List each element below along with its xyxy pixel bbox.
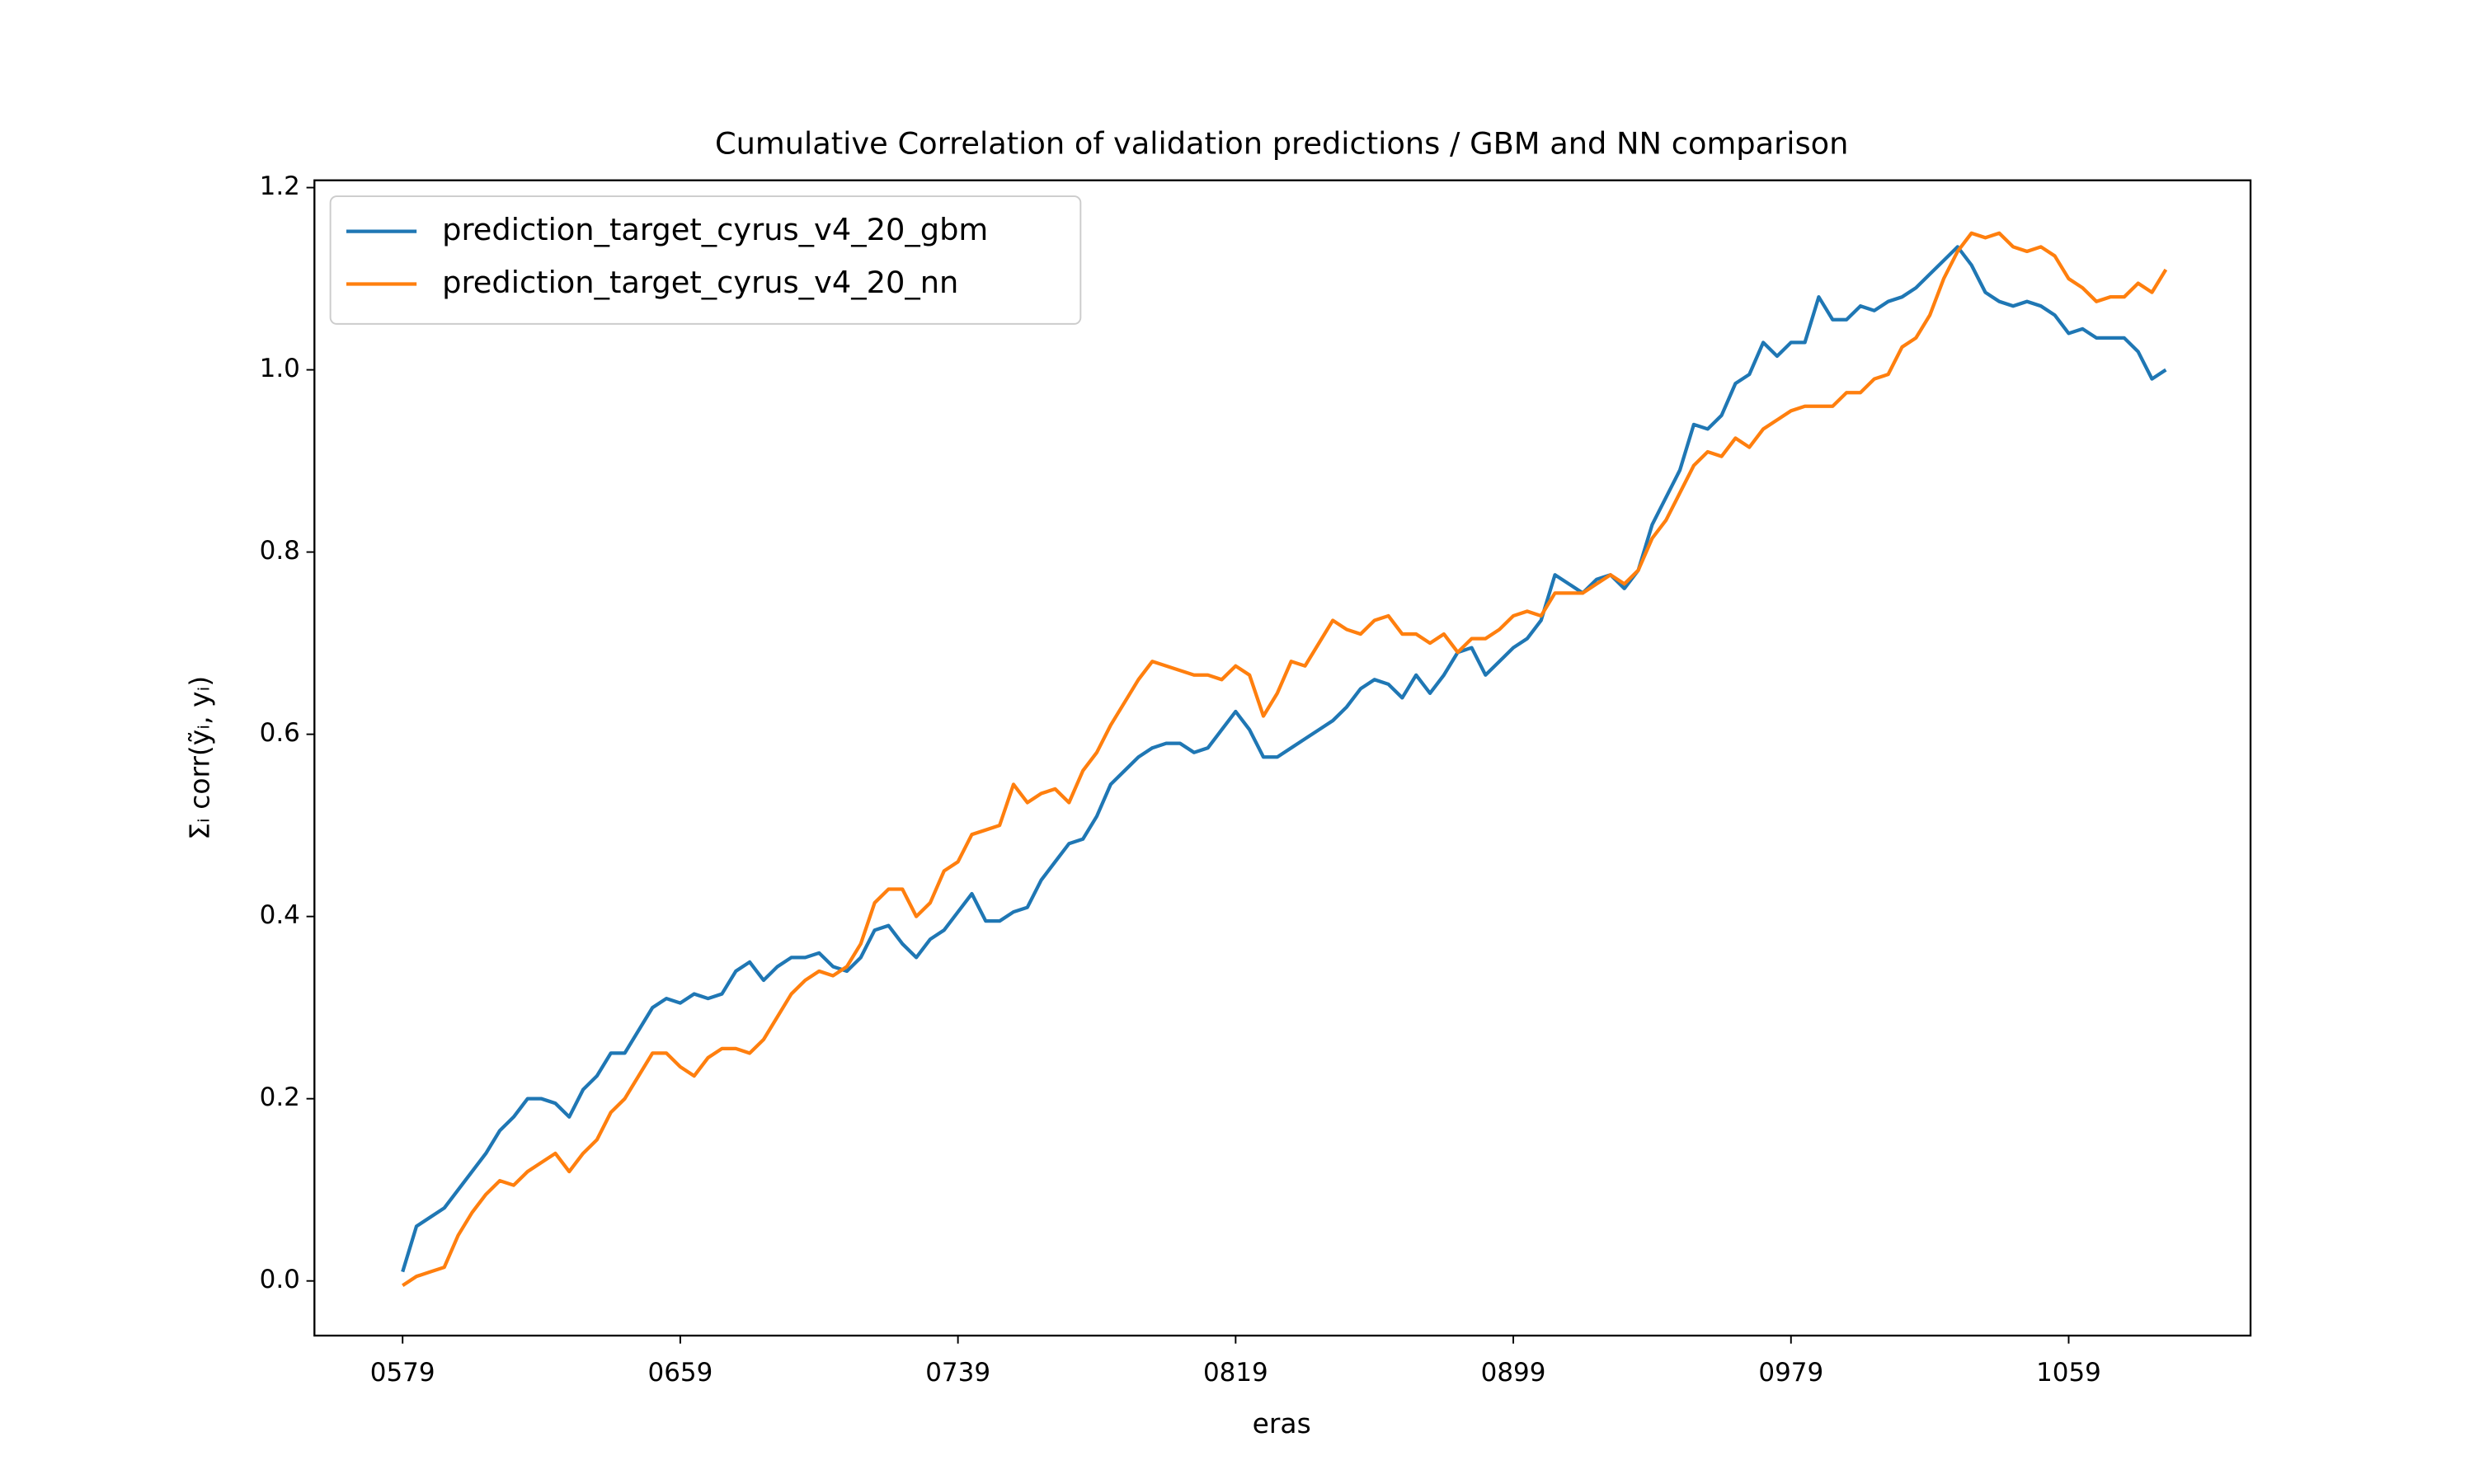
y-tick-label: 1.2: [260, 171, 300, 201]
legend-label: prediction_target_cyrus_v4_20_gbm: [442, 212, 988, 247]
x-tick-label: 0739: [925, 1358, 990, 1388]
line-series: [401, 245, 2167, 1273]
y-tick-label: 0.0: [260, 1265, 300, 1294]
y-tick-label: 0.8: [260, 536, 300, 566]
y-tick-label: 0.6: [260, 718, 300, 748]
legend-label: prediction_target_cyrus_v4_20_nn: [442, 265, 958, 300]
x-tick-label: 1059: [2036, 1358, 2101, 1388]
y-tick-label: 0.4: [260, 900, 300, 930]
y-tick-label: 1.0: [260, 354, 300, 383]
x-tick-label: 0979: [1758, 1358, 1823, 1388]
x-tick-label: 0819: [1203, 1358, 1268, 1388]
plot-frame: [313, 179, 2252, 1337]
chart-title: Cumulative Correlation of validation pre…: [715, 126, 1848, 162]
y-axis-label: Σᵢ corr(ỹᵢ, yᵢ): [183, 676, 215, 840]
y-tick-label: 0.2: [260, 1082, 300, 1112]
x-axis-label: eras: [1253, 1407, 1311, 1439]
legend-box: [329, 195, 1082, 325]
x-tick-label: 0659: [648, 1358, 713, 1388]
line-series: [402, 231, 2168, 1288]
x-tick-label: 0579: [370, 1358, 435, 1388]
x-tick-label: 0899: [1481, 1358, 1546, 1388]
